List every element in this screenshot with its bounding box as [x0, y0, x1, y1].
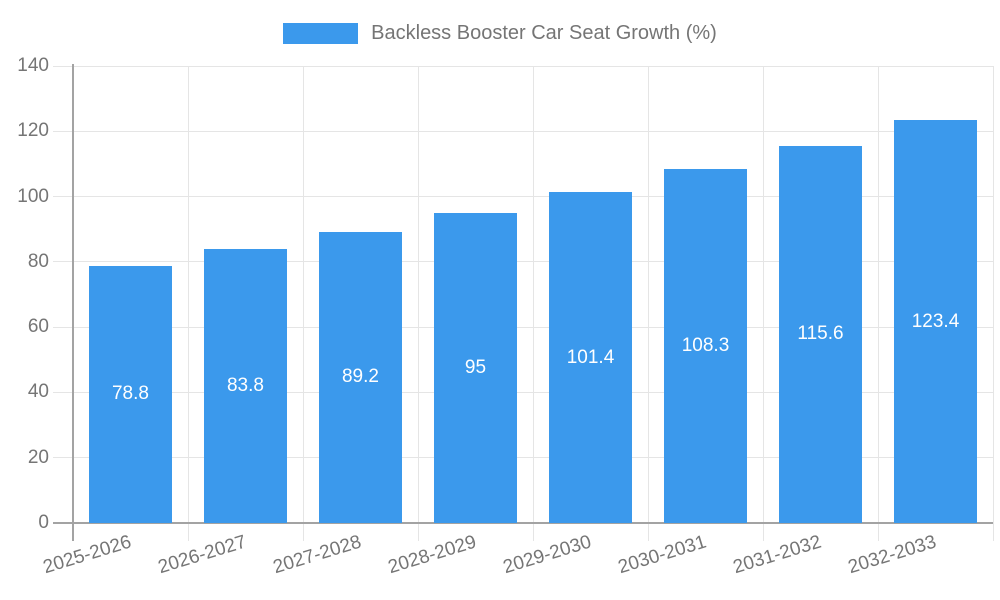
y-gridline	[53, 65, 993, 67]
x-category-gridline	[877, 66, 879, 541]
bar-2032-2033[interactable]: 123.4	[893, 120, 978, 523]
x-category-label: 2027-2028	[270, 531, 364, 579]
bar-value-label: 83.8	[226, 375, 264, 397]
x-category-label: 2026-2027	[155, 531, 249, 579]
y-gridline	[53, 391, 993, 393]
y-tick-label: 20	[27, 446, 49, 468]
x-category-label: 2028-2029	[385, 531, 479, 579]
x-category-label: 2025-2026	[40, 531, 134, 579]
y-tick-label: 80	[27, 250, 49, 272]
y-tick-label: 100	[17, 185, 49, 207]
x-category-label: 2029-2030	[500, 531, 594, 579]
bar-2030-2031[interactable]: 108.3	[663, 169, 748, 523]
y-tick-label: 140	[17, 55, 49, 76]
y-gridline	[53, 130, 993, 132]
bar-2025-2026[interactable]: 78.8	[88, 265, 173, 523]
bar-2028-2029[interactable]: 95	[433, 212, 518, 523]
x-category-label: 2031-2032	[730, 531, 824, 579]
bar-value-label: 78.8	[111, 383, 149, 405]
x-category-gridline	[992, 66, 994, 541]
x-category-label: 2032-2033	[845, 531, 939, 579]
legend-swatch-icon	[283, 22, 359, 44]
bar-value-label: 95	[464, 356, 487, 378]
bar-value-label: 108.3	[681, 335, 730, 357]
x-category-gridline	[762, 66, 764, 541]
y-tick-label: 40	[27, 381, 49, 403]
bar-2026-2027[interactable]: 83.8	[203, 249, 288, 523]
bar-value-label: 89.2	[341, 366, 379, 388]
x-category-gridline	[417, 66, 419, 541]
bar-2027-2028[interactable]: 89.2	[318, 231, 403, 523]
y-gridline	[53, 196, 993, 198]
x-category-gridline	[302, 66, 304, 541]
legend-label: Backless Booster Car Seat Growth (%)	[371, 22, 717, 44]
y-gridline	[53, 457, 993, 459]
bar-value-label: 115.6	[797, 323, 844, 345]
x-category-gridline	[187, 66, 189, 541]
bar-2031-2032[interactable]: 115.6	[778, 145, 863, 523]
x-category-label: 2030-2031	[615, 531, 709, 579]
legend-item[interactable]: Backless Booster Car Seat Growth (%)	[0, 21, 1000, 45]
y-gridline	[53, 326, 993, 328]
y-tick-label: 120	[17, 120, 49, 142]
y-axis-line	[72, 64, 74, 541]
x-axis-line	[53, 522, 993, 524]
y-tick-label: 0	[38, 512, 49, 533]
x-category-gridline	[647, 66, 649, 541]
x-category-gridline	[532, 66, 534, 541]
bar-value-label: 101.4	[566, 346, 615, 368]
y-gridline	[53, 261, 993, 263]
bar-2029-2030[interactable]: 101.4	[548, 192, 633, 523]
bar-value-label: 123.4	[911, 310, 960, 332]
bar-chart-plot-area: 0 20 40 60 80 100 120 140 78.8 2025-2026 83.8 2026-…	[17, 55, 994, 578]
y-tick-label: 60	[27, 316, 49, 338]
